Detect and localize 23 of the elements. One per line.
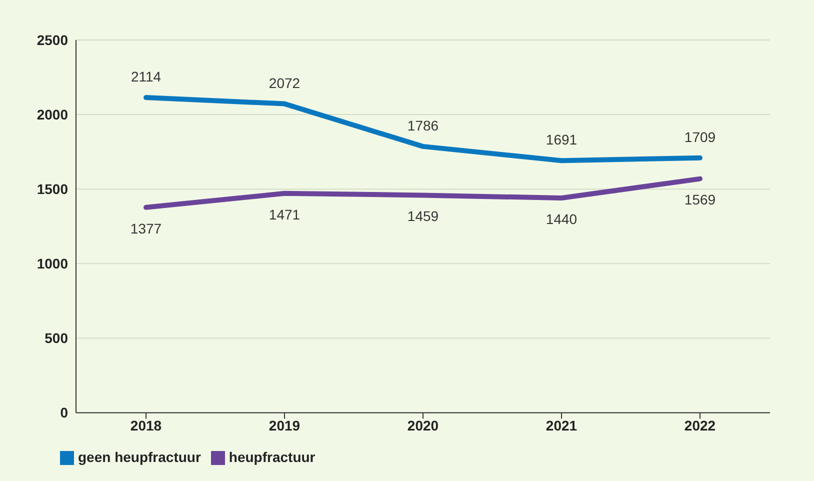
data-label: 1709 [684, 128, 716, 145]
y-tick-label: 1000 [36, 256, 68, 272]
x-tick-label: 2020 [407, 418, 439, 434]
y-tick-label: 2000 [36, 106, 68, 123]
y-tick-label: 0 [60, 404, 68, 421]
x-tick-label: 2021 [546, 418, 578, 434]
y-tick-label: 500 [44, 330, 68, 346]
legend-label: heupfractuur [228, 448, 316, 465]
data-label: 2072 [268, 74, 300, 91]
data-label: 1691 [546, 132, 578, 148]
data-label: 1471 [268, 206, 300, 222]
data-label: 1440 [546, 210, 578, 227]
data-label: 1459 [407, 208, 439, 224]
x-tick-label: 2022 [684, 418, 716, 434]
y-tick-label: 2500 [36, 32, 68, 48]
data-label: 2114 [130, 68, 162, 85]
x-tick-label: 2018 [130, 418, 162, 434]
data-label: 1786 [407, 117, 439, 134]
data-label: 1377 [130, 220, 162, 236]
data-label: 1569 [684, 192, 716, 208]
y-tick-label: 1500 [36, 181, 68, 198]
x-tick-label: 2019 [268, 418, 300, 434]
legend-label: geen heupfractuur [78, 448, 201, 465]
